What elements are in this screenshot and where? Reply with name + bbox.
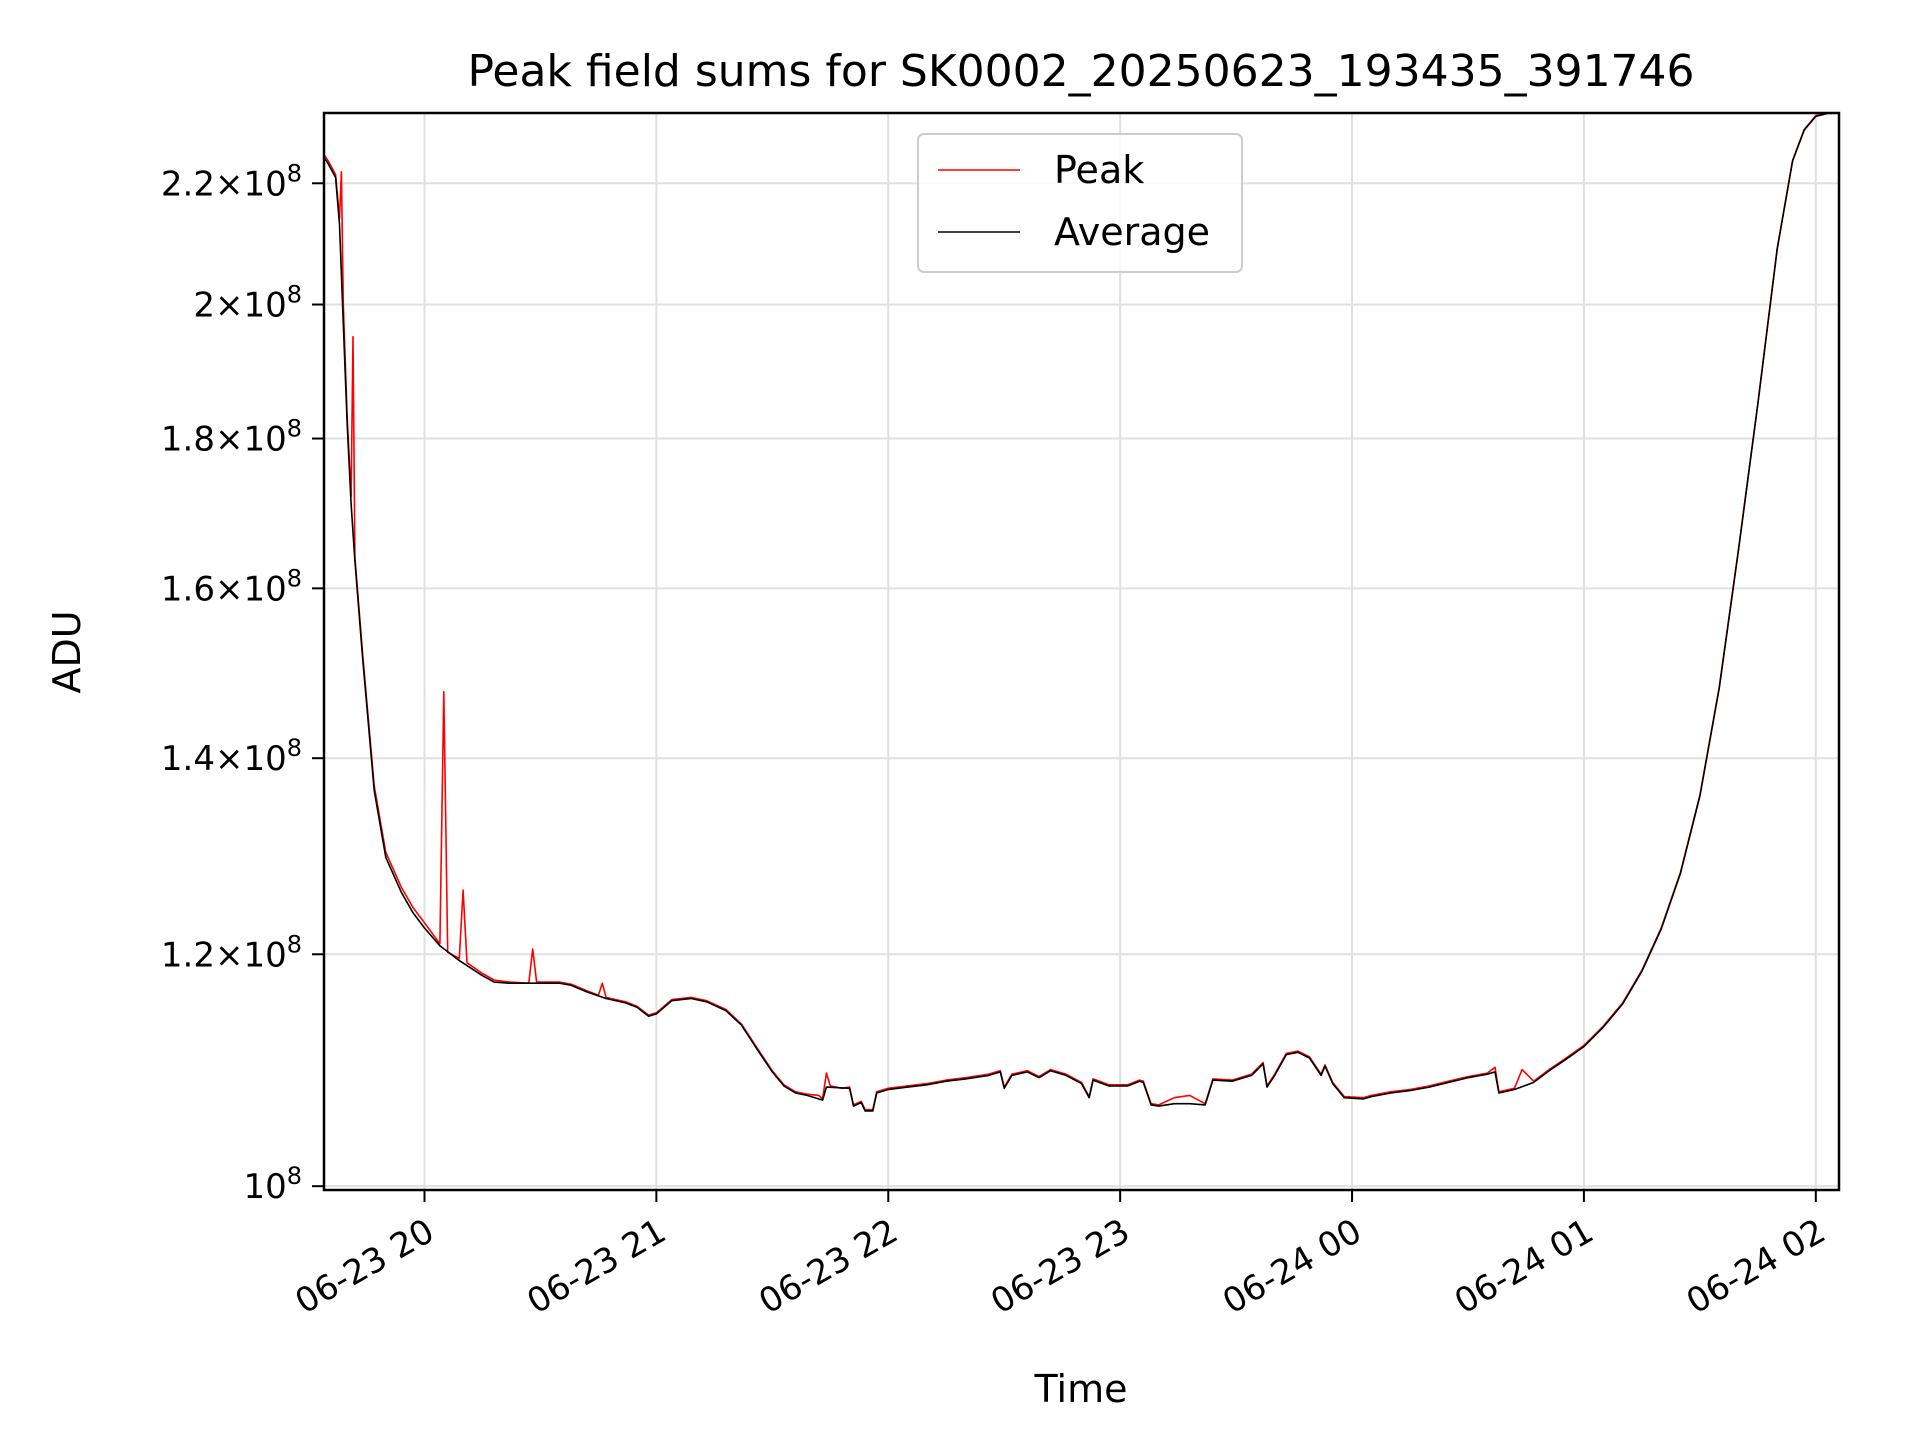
- y-tick-label: 1.4×108: [161, 734, 302, 779]
- x-axis-label: Time: [1034, 1367, 1128, 1411]
- axes-frame: [322, 111, 1841, 1192]
- y-axis: 108 1.2×108 1.4×108 1.6×108 1.8×108 2×108 2.2×…: [161, 159, 324, 1207]
- legend-peak-label: Peak: [1054, 148, 1144, 192]
- y-tick-label: 1.2×108: [161, 930, 302, 975]
- legend-average-label: Average: [1054, 210, 1210, 254]
- y-tick-label: 1.6×108: [161, 564, 302, 609]
- chart-title: Peak field sums for SK0002_20250623_1934…: [467, 46, 1694, 97]
- y-tick-label: 108: [243, 1162, 302, 1207]
- y-tick-label: 2.2×108: [161, 159, 302, 204]
- y-axis-label: ADU: [45, 610, 89, 693]
- plot-area: [324, 113, 1839, 1112]
- y-tick-label: 2×108: [193, 281, 302, 326]
- y-tick-label: 1.8×108: [161, 415, 302, 460]
- legend-box: [917, 133, 1243, 273]
- legend: Peak Average: [917, 133, 1243, 273]
- series-line-average: [324, 113, 1839, 1112]
